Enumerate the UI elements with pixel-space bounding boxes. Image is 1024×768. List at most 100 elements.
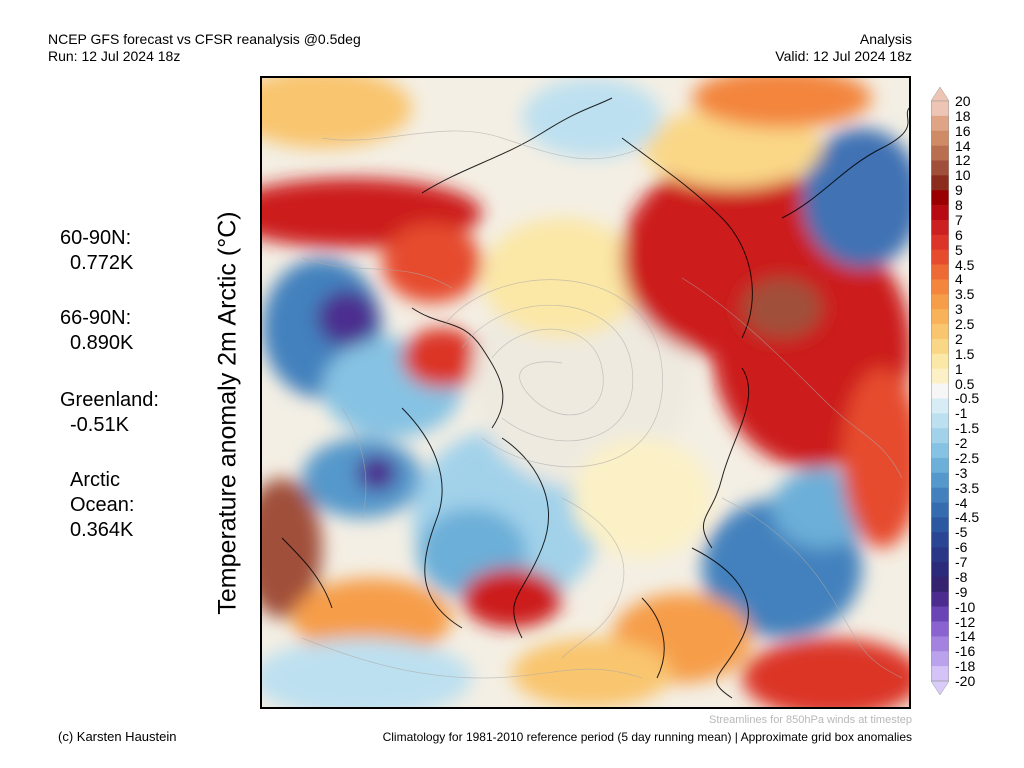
colorbar-swatch	[931, 175, 949, 191]
colorbar-label: 2	[955, 330, 963, 347]
colorbar-swatch	[931, 517, 949, 533]
wind-streamlines	[301, 130, 903, 679]
colorbar-label: -3	[955, 464, 968, 481]
colorbar-swatch	[931, 666, 949, 682]
chart-title: NCEP GFS forecast vs CFSR reanalysis @0.…	[48, 31, 361, 47]
colorbar-swatch	[931, 160, 949, 176]
colorbar-label: -5	[955, 524, 968, 541]
colorbar-label: -1	[955, 405, 968, 422]
colorbar-label: -4	[955, 494, 968, 511]
colorbar-label: 1	[955, 360, 963, 377]
colorbar-swatch	[931, 234, 949, 251]
colorbar-swatch	[931, 190, 949, 206]
stat-value: -0.51K	[70, 414, 129, 436]
colorbar-label: -9	[955, 583, 968, 600]
colorbar-label: -2.5	[955, 449, 980, 466]
coastlines	[281, 97, 909, 699]
colorbar-swatch	[931, 606, 949, 622]
colorbar-label: 9	[955, 182, 963, 199]
colorbar-swatch	[931, 309, 949, 325]
stat-value: 0.772K	[70, 252, 134, 274]
colorbar	[931, 87, 949, 695]
colorbar-label: -16	[955, 643, 976, 660]
colorbar-label: 3.5	[955, 286, 975, 303]
map-canvas	[262, 78, 909, 707]
colorbar-swatch	[931, 636, 949, 652]
colorbar-swatch	[931, 487, 949, 503]
colorbar-label: 20	[955, 93, 971, 109]
stat-label-2: Ocean:	[70, 494, 135, 516]
colorbar-swatch	[931, 324, 949, 340]
header-right: Analysis Valid: 12 Jul 2024 18z	[775, 31, 912, 65]
colorbar-label: -0.5	[955, 390, 980, 407]
colorbar-label: -2	[955, 435, 968, 452]
colorbar-label: 5	[955, 241, 963, 258]
valid-time: Valid: 12 Jul 2024 18z	[775, 48, 912, 64]
colorbar-swatch	[931, 547, 949, 563]
stat-label: 66-90N:	[60, 307, 132, 329]
colorbar-swatch	[931, 443, 949, 459]
colorbar-swatch	[931, 502, 949, 518]
colorbar-swatch	[931, 562, 949, 578]
stat-60-90n: 60-90N: 0.772K	[60, 226, 133, 276]
colorbar-label: 16	[955, 122, 971, 139]
colorbar-label: 14	[955, 137, 971, 154]
climatology-note: Climatology for 1981-2010 reference peri…	[382, 730, 912, 744]
colorbar-swatch	[931, 115, 949, 132]
colorbar-swatch	[931, 249, 949, 265]
credit: (c) Karsten Haustein	[58, 729, 177, 744]
streamline-note: Streamlines for 850hPa winds at timestep	[709, 714, 912, 726]
colorbar-label: 2.5	[955, 316, 975, 333]
colorbar-swatch	[931, 130, 949, 146]
colorbar-swatch	[931, 621, 949, 637]
colorbar-swatch	[931, 428, 949, 444]
anomaly-field	[262, 78, 909, 707]
colorbar-swatch	[931, 219, 949, 236]
colorbar-swatch	[931, 205, 949, 221]
colorbar-swatch	[931, 413, 949, 429]
stat-value: 0.890K	[70, 332, 134, 354]
stat-arctic-ocean: Arctic Ocean: 0.364K	[70, 468, 134, 543]
colorbar-swatch	[931, 398, 949, 414]
colorbar-swatch	[931, 383, 949, 399]
colorbar-swatch	[931, 651, 949, 667]
colorbar-label: -4.5	[955, 509, 980, 526]
colorbar-label: -8	[955, 568, 968, 585]
colorbar-swatch	[931, 264, 949, 280]
colorbar-bottom-arrow	[931, 680, 949, 695]
colorbar-label: -3.5	[955, 479, 980, 496]
anomaly-map[interactable]	[260, 76, 911, 709]
header-left: NCEP GFS forecast vs CFSR reanalysis @0.…	[48, 31, 361, 65]
colorbar-swatch	[931, 145, 949, 161]
colorbar-label: -14	[955, 628, 976, 645]
colorbar-swatch	[931, 457, 949, 474]
colorbar-label: 0.5	[955, 375, 975, 392]
stat-label: Greenland:	[60, 389, 159, 411]
colorbar-label: 1.5	[955, 345, 975, 362]
colorbar-label: 12	[955, 152, 971, 169]
colorbar-label: -6	[955, 539, 968, 556]
colorbar-label: -18	[955, 658, 976, 675]
colorbar-swatch	[931, 472, 949, 488]
stat-label: 60-90N:	[60, 227, 132, 249]
map-ylabel: Temperature anomaly 2m Arctic (°C)	[213, 211, 242, 615]
colorbar-label: 18	[955, 107, 971, 124]
colorbar-swatch	[931, 294, 949, 310]
colorbar-swatch	[931, 101, 949, 117]
colorbar-label: 3	[955, 301, 963, 318]
stat-value: 0.364K	[70, 519, 134, 541]
colorbar-swatch	[931, 279, 949, 295]
colorbar-outline	[931, 100, 949, 682]
colorbar-swatch	[931, 576, 949, 593]
colorbar-label: 8	[955, 197, 963, 214]
analysis-label: Analysis	[859, 31, 912, 47]
colorbar-swatch	[931, 338, 949, 355]
stat-66-90n: 66-90N: 0.890K	[60, 306, 133, 356]
colorbar-label: 7	[955, 211, 963, 228]
run-time: Run: 12 Jul 2024 18z	[48, 48, 181, 64]
colorbar-label: 10	[955, 167, 971, 184]
colorbar-swatch	[931, 532, 949, 548]
colorbar-swatch	[931, 353, 949, 369]
stat-label: Arctic	[70, 469, 120, 491]
colorbar-label: -10	[955, 598, 976, 615]
